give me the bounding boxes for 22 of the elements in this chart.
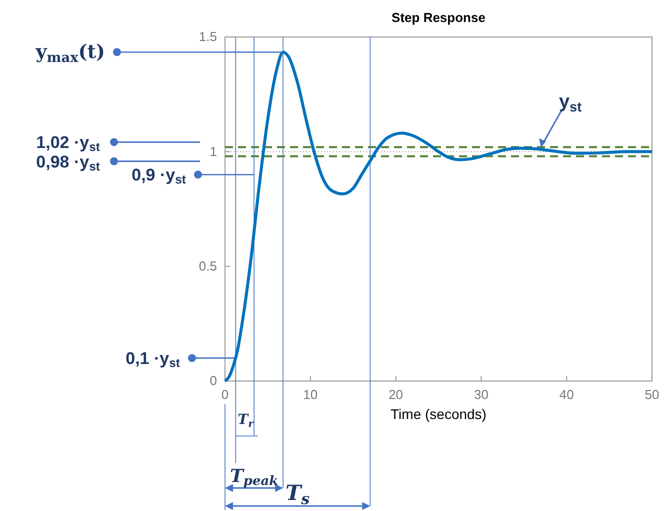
- x-tick-label: 10: [303, 387, 318, 402]
- ref-line-label: T$_{s}$: [286, 480, 310, 508]
- x-tick-label: 30: [474, 387, 488, 402]
- text: 0,98 ·y$_{st}$: [36, 152, 100, 174]
- y-tick-label: 0: [210, 373, 217, 388]
- text: 1,02 ·y$_{st}$: [36, 133, 100, 154]
- x-tick-label: 50: [644, 387, 660, 402]
- ref-line-label: T$_{r}$: [238, 412, 254, 430]
- line-series: [224, 50, 654, 382]
- y-tick-label: 0.5: [198, 258, 217, 274]
- ref-line-label: T$_{peak}$: [230, 466, 278, 490]
- x-tick-label: 20: [388, 387, 404, 402]
- y-tick-label: 1.5: [198, 29, 217, 44]
- annotation: y$_{st}$: [558, 91, 582, 114]
- annotation: 0,1 ·y$_{st}$: [126, 349, 180, 370]
- x-axis-title: Time (seconds): [390, 406, 486, 422]
- x-tick-label: 40: [559, 387, 574, 402]
- x-tick-label: 0: [221, 387, 229, 402]
- annotation: 0,9 ·y$_{st}$: [132, 166, 186, 187]
- chart-title: Step Response: [392, 10, 486, 25]
- y-tick-label: 1: [210, 144, 217, 159]
- annotation: y$_{max}$(t): [34, 41, 105, 66]
